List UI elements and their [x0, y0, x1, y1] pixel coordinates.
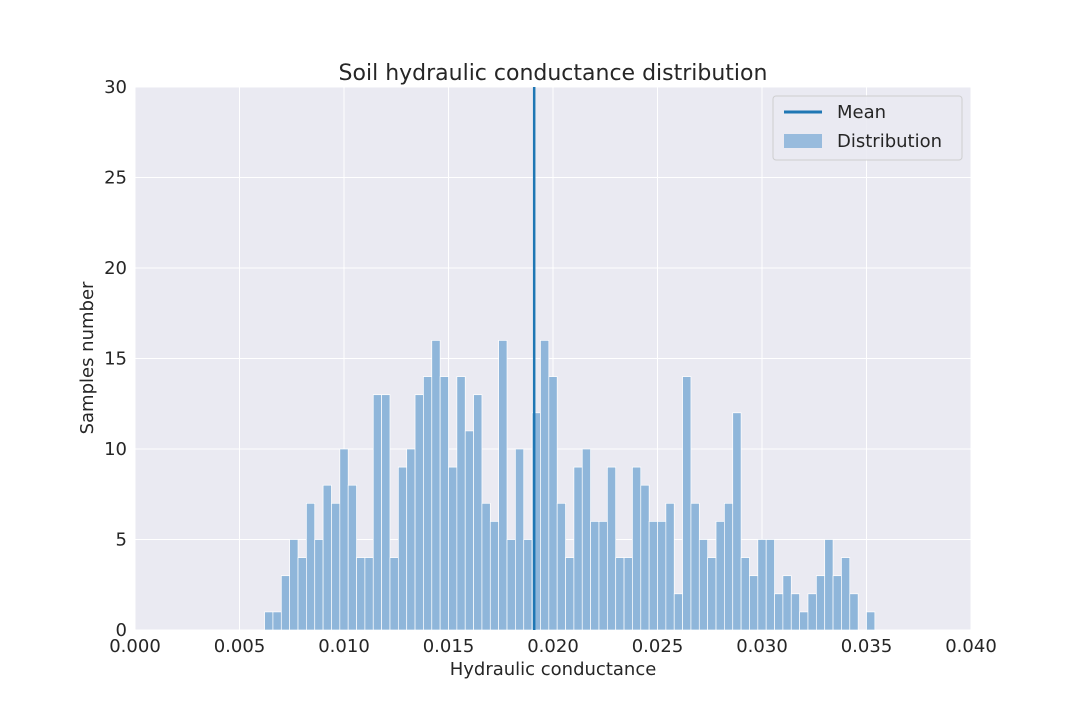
histogram-bar [866, 611, 876, 631]
histogram-bar [757, 539, 767, 631]
histogram-bar [322, 484, 332, 631]
histogram-bar [289, 539, 299, 631]
x-tick-label: 0.025 [632, 636, 684, 657]
y-axis-label: Samples number [77, 281, 98, 434]
histogram-bar [356, 557, 366, 631]
histogram-bar [690, 502, 700, 631]
histogram-bar [464, 430, 474, 631]
legend-distribution-swatch [784, 134, 822, 148]
y-tick-label: 5 [116, 530, 127, 551]
histogram-bar [623, 557, 633, 631]
x-tick-label: 0.000 [109, 636, 161, 657]
histogram-bar [673, 593, 683, 631]
histogram-bar [339, 448, 349, 631]
histogram-bar [606, 466, 617, 631]
x-tick-label: 0.035 [841, 636, 893, 657]
y-tick-label: 15 [104, 349, 127, 370]
histogram-bar [381, 394, 391, 631]
histogram-bar [724, 502, 734, 631]
x-tick-label: 0.030 [736, 636, 788, 657]
histogram-bar [523, 539, 533, 631]
histogram-bar [765, 539, 775, 631]
histogram-bar [331, 502, 341, 631]
histogram-bar [372, 394, 382, 631]
histogram-bar [740, 557, 750, 631]
histogram-bar [456, 376, 466, 631]
y-tick-label: 10 [104, 439, 127, 460]
histogram-bar [824, 539, 834, 631]
histogram-bar [397, 466, 408, 631]
histogram-bar [556, 502, 566, 631]
histogram-bar [682, 376, 692, 631]
histogram-bar [807, 593, 817, 631]
histogram-bar [481, 502, 491, 631]
histogram-bar [364, 557, 374, 631]
histogram-bars [264, 340, 876, 631]
histogram-bar [473, 394, 483, 631]
histogram-bar [314, 539, 324, 631]
x-tick-label: 0.040 [945, 636, 997, 657]
legend: Mean Distribution [772, 95, 963, 161]
histogram-bar [431, 340, 441, 631]
histogram-bar [540, 340, 550, 631]
histogram-bar [715, 521, 725, 631]
histogram-bar [414, 394, 424, 631]
histogram-bar [389, 557, 399, 631]
y-axis-ticks: 0 5 10 15 20 25 30 [104, 77, 127, 641]
x-tick-label: 0.010 [318, 636, 370, 657]
histogram-bar [632, 466, 642, 631]
histogram-bar [498, 340, 508, 631]
histogram-bar [657, 521, 667, 631]
histogram-bar [640, 484, 650, 631]
x-tick-label: 0.005 [214, 636, 266, 657]
legend-mean-label: Mean [837, 102, 886, 123]
x-axis-ticks: 0.000 0.005 0.010 0.015 0.020 0.025 0.030 0.035… [109, 636, 997, 657]
histogram-bar [439, 376, 449, 631]
histogram-bar [347, 484, 357, 631]
x-axis-label: Hydraulic conductance [450, 659, 657, 680]
histogram-bar [799, 611, 809, 631]
histogram-bar [565, 557, 575, 631]
histogram-bar [648, 521, 658, 631]
histogram-bar [598, 521, 608, 631]
histogram-bar [782, 575, 792, 631]
histogram-bar [548, 376, 558, 631]
histogram-bar [423, 376, 433, 631]
chart-title: Soil hydraulic conductance distribution [339, 61, 768, 86]
histogram-bar [749, 575, 759, 631]
y-tick-label: 25 [104, 168, 127, 189]
histogram-bar [297, 557, 307, 631]
histogram-bar [515, 448, 525, 631]
histogram-bar [615, 557, 625, 631]
histogram-bar [774, 593, 784, 631]
histogram-bar [732, 412, 742, 631]
histogram-bar [448, 466, 458, 631]
y-tick-label: 0 [116, 620, 127, 641]
histogram-bar [665, 502, 675, 631]
histogram-bar [489, 521, 500, 631]
histogram-bar [272, 611, 282, 631]
histogram-bar [280, 575, 291, 631]
histogram-bar [590, 521, 600, 631]
histogram-bar [264, 611, 274, 631]
histogram-bar [573, 466, 583, 631]
histogram-bar [406, 448, 416, 631]
histogram-bar [698, 539, 709, 631]
y-tick-label: 20 [104, 258, 127, 279]
histogram-bar [849, 593, 859, 631]
histogram-bar [707, 557, 717, 631]
histogram-bar [506, 539, 516, 631]
y-tick-label: 30 [104, 77, 127, 98]
histogram-bar [306, 502, 316, 631]
x-tick-label: 0.015 [423, 636, 475, 657]
legend-distribution-label: Distribution [837, 131, 942, 152]
histogram-bar [841, 557, 851, 631]
histogram-bar [815, 575, 826, 631]
histogram-bar [832, 575, 842, 631]
histogram-bar [581, 448, 591, 631]
x-tick-label: 0.020 [527, 636, 579, 657]
histogram-bar [790, 593, 800, 631]
